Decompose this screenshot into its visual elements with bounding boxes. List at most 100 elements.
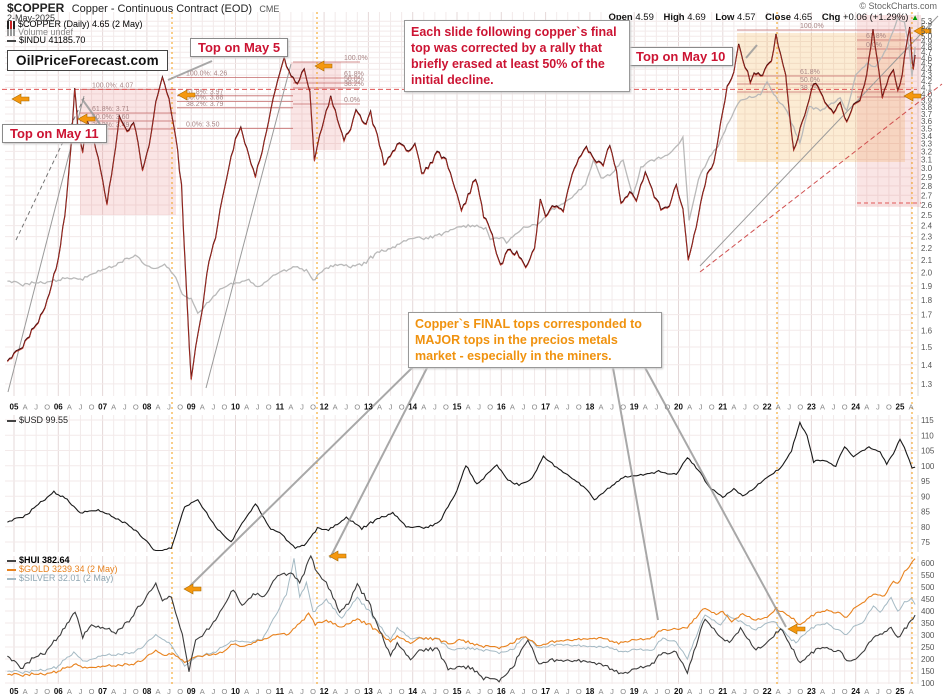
- y-axis-tick-main: 1.5: [921, 343, 933, 352]
- y-axis-tick-main: 4.5: [921, 59, 933, 68]
- x-axis-tick: J: [787, 687, 791, 696]
- x-axis-tick: 14: [408, 403, 417, 412]
- x-axis-tick: O: [576, 403, 582, 412]
- y-axis-tick-main: 4.6: [921, 54, 933, 63]
- x-axis-tick: 24: [851, 403, 860, 412]
- x-axis-tick: O: [133, 687, 139, 696]
- x-axis-tick: J: [699, 687, 703, 696]
- chart-header: $COPPER Copper - Continuous Contract (EO…: [7, 1, 279, 15]
- x-axis-tick: O: [487, 403, 493, 412]
- y-axis-tick-usd: 90: [921, 492, 930, 501]
- x-axis-tick: 11: [276, 403, 285, 412]
- main-panel-legend: $COPPER (Daily) 4.65 (2 May) Volume unde…: [7, 20, 143, 45]
- fib-label: 50.0%: 3.88: [186, 95, 223, 102]
- x-axis-tick: A: [687, 403, 692, 412]
- x-axis-tick: A: [23, 403, 28, 412]
- fib-label: 50.0%: 3.60: [92, 114, 129, 121]
- fib-label: 61.8%: [866, 33, 886, 40]
- x-axis-tick: 10: [231, 403, 240, 412]
- x-axis-tick: A: [776, 403, 781, 412]
- x-axis-tick: A: [598, 687, 603, 696]
- x-axis-tick: A: [200, 403, 205, 412]
- callout-top-on-may-5: Top on May 5: [190, 38, 289, 57]
- x-axis-tick: A: [288, 687, 293, 696]
- x-axis-tick: O: [842, 687, 848, 696]
- indu-line-series: [7, 16, 916, 315]
- open-value: 4.59: [635, 12, 654, 23]
- y-axis-tick-main: 2.4: [921, 222, 933, 231]
- x-axis-tick: A: [776, 687, 781, 696]
- x-axis-tick: 20: [674, 687, 683, 696]
- x-axis-tick: A: [510, 403, 515, 412]
- x-axis-tick: O: [709, 403, 715, 412]
- fib-label: 61.8%: 3.71: [92, 106, 129, 113]
- x-axis-tick: A: [820, 687, 825, 696]
- x-axis-tick: J: [211, 403, 215, 412]
- fib-label: 100.0%: 4.07: [92, 82, 133, 89]
- x-axis-tick: 06: [54, 687, 63, 696]
- y-axis-tick-main: 4.3: [921, 71, 933, 80]
- note-rally-retracement: Each slide following copper`s final top …: [404, 20, 630, 92]
- x-axis-tick: O: [44, 403, 50, 412]
- x-axis-tick: 08: [142, 403, 151, 412]
- y-axis-tick-metals: 350: [921, 619, 935, 628]
- x-axis-tick: J: [34, 687, 38, 696]
- y-axis-tick-metals: 300: [921, 631, 935, 640]
- line-dash-icon: [7, 577, 16, 580]
- y-axis-tick-main: 1.9: [921, 282, 933, 291]
- low-value: 4.57: [737, 12, 756, 23]
- x-axis-tick: J: [167, 687, 171, 696]
- x-axis-tick: J: [876, 403, 880, 412]
- fib-zone-2024: [857, 15, 921, 207]
- callout-top-on-may-11: Top on May 11: [2, 124, 107, 143]
- close-label: Close: [765, 12, 792, 23]
- x-axis-tick: O: [89, 687, 95, 696]
- y-axis-tick-main: 2.8: [921, 182, 933, 191]
- x-axis-tick: 15: [453, 687, 462, 696]
- orange-arrow-marker: [11, 93, 30, 105]
- y-axis-tick-metals: 450: [921, 595, 935, 604]
- x-axis-tick: 21: [718, 403, 727, 412]
- y-axis-tick-main: 3.8: [921, 103, 933, 112]
- x-axis-tick: 19: [630, 687, 639, 696]
- x-axis-tick: O: [886, 687, 892, 696]
- x-axis-tick: O: [487, 687, 493, 696]
- x-axis-tick: O: [266, 687, 272, 696]
- x-axis-tick: 13: [364, 403, 373, 412]
- x-axis-tick: 17: [541, 403, 550, 412]
- x-axis-tick: J: [34, 403, 38, 412]
- x-axis-tick: O: [709, 687, 715, 696]
- x-axis-tick: 23: [807, 687, 816, 696]
- orange-arrow-marker: [314, 60, 333, 72]
- x-axis-tick: A: [23, 687, 28, 696]
- x-axis-tick: J: [167, 403, 171, 412]
- y-axis-tick-usd: 80: [921, 523, 930, 532]
- x-axis-tick: 25: [896, 403, 905, 412]
- y-axis-tick-usd: 110: [921, 431, 934, 440]
- x-axis-tick: 21: [718, 687, 727, 696]
- x-axis-tick: O: [797, 687, 803, 696]
- callout-pointer-line: [189, 361, 419, 587]
- high-label: High: [663, 12, 685, 23]
- x-axis-tick: A: [200, 687, 205, 696]
- x-axis-tick: O: [266, 403, 272, 412]
- x-axis-tick: A: [864, 687, 869, 696]
- y-axis-tick-main: 4.9: [921, 37, 933, 46]
- y-axis-tick-main: 3.7: [921, 110, 933, 119]
- x-axis-tick: J: [433, 687, 437, 696]
- x-axis-tick: J: [123, 403, 127, 412]
- fib-label: 100.0%: [344, 55, 368, 62]
- x-axis-tick: A: [377, 687, 382, 696]
- x-axis-tick: A: [909, 403, 914, 412]
- ohlc-quote-row: Open 4.59 High 4.69 Low 4.57 Close 4.65 …: [601, 12, 919, 23]
- callout-pointer-line: [611, 361, 659, 621]
- trendline: [699, 15, 939, 267]
- y-axis-tick-main: 5.0: [921, 32, 933, 41]
- fib-label: 38.2%: [800, 85, 820, 92]
- y-axis-tick-main: 4.1: [921, 83, 933, 92]
- x-axis-tick: 05: [10, 403, 19, 412]
- x-axis-tick: A: [643, 403, 648, 412]
- y-axis-tick-main: 5.1: [921, 27, 933, 36]
- x-axis-tick: 24: [851, 687, 860, 696]
- chart-date: 2-May-2025: [7, 13, 56, 23]
